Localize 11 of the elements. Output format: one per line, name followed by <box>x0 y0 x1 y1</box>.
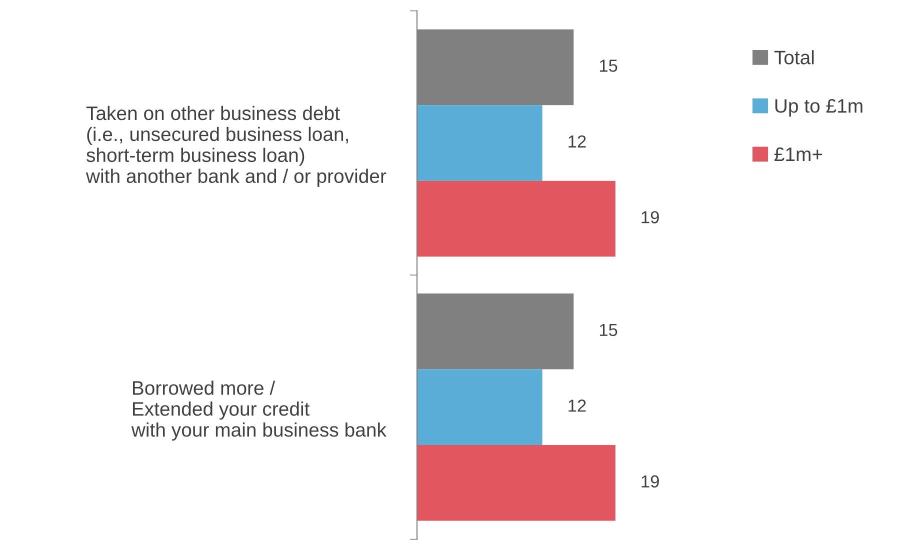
data-label: 12 <box>568 135 586 148</box>
legend-label: Up to £1m <box>775 99 862 117</box>
data-label: 15 <box>600 60 618 72</box>
y-tick-label: Taken on other business debt (i.e., unsecured business loan, short-term business loan) with another bank and / or provider <box>86 106 386 187</box>
legend-label: £1m+ <box>774 147 822 161</box>
data-label: 12 <box>568 400 586 412</box>
data-label: 19 <box>642 211 659 224</box>
legend-label: Total <box>774 50 814 64</box>
y-tick-label: Borrowed more / Extended your credit with your main business bank <box>131 380 386 441</box>
data-label: 19 <box>642 475 659 488</box>
data-label: 15 <box>600 324 618 336</box>
